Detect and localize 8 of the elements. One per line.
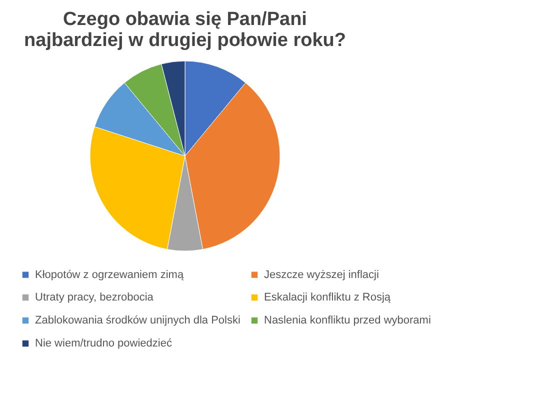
- legend-label: Jeszcze wyższej inflacji: [264, 268, 379, 281]
- legend-label: Utraty pracy, bezrobocia: [35, 292, 154, 304]
- legend-label: Eskalacji konfliktu z Rosją: [264, 292, 392, 304]
- legend-label: Kłopotów z ogrzewaniem zimą: [35, 268, 184, 281]
- legend-label: Zablokowania środków unijnych dla Polski: [35, 314, 240, 326]
- legend-label: Nie wiem/trudno powiedzieć: [35, 338, 172, 350]
- legend-label: Naslenia konfliktu przed wyborami: [264, 314, 431, 326]
- chart-title: Czego obawia się Pan/Pani najbardziej w drugiej połowie roku?: [24, 9, 346, 51]
